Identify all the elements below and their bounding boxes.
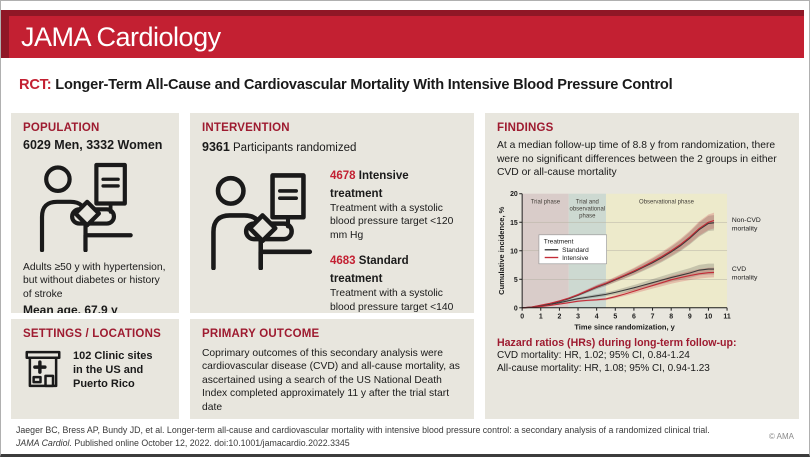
svg-text:20: 20 — [510, 191, 518, 198]
settings-text: 102 Clinic sites in the US and Puerto Ri… — [73, 350, 153, 390]
svg-text:Standard: Standard — [562, 247, 589, 254]
findings-summary: At a median follow-up time of 8.8 y from… — [497, 140, 777, 179]
svg-text:0: 0 — [520, 313, 524, 320]
svg-text:10: 10 — [510, 248, 518, 255]
journal-title: JAMA Cardiology — [21, 21, 221, 52]
svg-text:3: 3 — [576, 313, 580, 320]
publication-info: Published online October 12, 2022. doi:1… — [71, 437, 350, 448]
svg-text:2: 2 — [557, 313, 561, 320]
copyright-notice: © AMA — [768, 432, 794, 442]
settings-panel: SETTINGS / LOCATIONS 102 Clinic sites in… — [11, 319, 179, 419]
settings-header: SETTINGS / LOCATIONS — [23, 328, 161, 340]
svg-text:Treatment: Treatment — [544, 238, 574, 245]
hazard-ratio-all-cause: All-cause mortality: HR, 1.08; 95% CI, 0… — [497, 363, 710, 375]
svg-text:CVD: CVD — [732, 266, 746, 273]
svg-text:Trial phase: Trial phase — [531, 199, 561, 205]
panel-grid: POPULATION 6029 Men, 3332 Women Adults ≥… — [11, 113, 799, 419]
randomized-label: Participants randomized — [229, 142, 357, 154]
findings-header: FINDINGS — [497, 122, 554, 134]
primary-outcome-header: PRIMARY OUTCOME — [202, 328, 320, 340]
study-type-tag: RCT: — [19, 77, 52, 93]
intervention-panel: INTERVENTION 9361 Participants randomize… — [190, 113, 474, 313]
footer: Jaeger BC, Bress AP, Bundy JD, et al. Lo… — [16, 424, 794, 449]
svg-text:Cumulative incidence, %: Cumulative incidence, % — [497, 206, 506, 294]
svg-text:0: 0 — [514, 305, 518, 312]
citation: Jaeger BC, Bress AP, Bundy JD, et al. Lo… — [16, 424, 759, 449]
svg-text:Intensive: Intensive — [562, 255, 589, 262]
standard-n: 4683 — [330, 255, 356, 268]
clinic-building-icon — [23, 348, 63, 395]
population-description: Adults ≥50 y with hypertension, but with… — [23, 262, 166, 300]
intensive-n: 4678 — [330, 170, 356, 182]
svg-text:Non-CVD: Non-CVD — [732, 217, 761, 224]
svg-text:5: 5 — [514, 277, 518, 284]
journal-name: JAMA Cardiol. — [16, 437, 72, 448]
svg-text:5: 5 — [613, 313, 617, 320]
svg-text:7: 7 — [651, 313, 655, 320]
article-title-text: Longer-Term All-Cause and Cardiovascular… — [51, 77, 673, 93]
article-title: RCT: Longer-Term All-Cause and Cardiovas… — [19, 77, 797, 93]
randomized-count: 9361 — [202, 140, 230, 154]
population-header: POPULATION — [23, 122, 100, 134]
intensive-detail: Treatment with a systolic blood pressure… — [330, 203, 454, 241]
findings-chart: Trial phase Trial and observational phase Ob… — [497, 186, 787, 333]
population-counts: 6029 Men, 3332 Women — [23, 138, 163, 152]
primary-outcome-panel: PRIMARY OUTCOME Coprimary outcomes of th… — [190, 319, 474, 419]
population-panel: POPULATION 6029 Men, 3332 Women Adults ≥… — [11, 113, 179, 313]
svg-text:Trial and: Trial and — [576, 199, 599, 205]
patient-blood-pressure-icon — [31, 160, 167, 257]
hazard-ratio-title: Hazard ratios (HRs) during long-term fol… — [497, 336, 737, 349]
intensive-name: Intensive treatment — [330, 170, 409, 200]
hazard-ratio-cvd: CVD mortality: HR, 1.02; 95% CI, 0.84-1.… — [497, 349, 690, 361]
svg-text:6: 6 — [632, 313, 636, 320]
patient-blood-pressure-icon — [202, 166, 330, 313]
svg-text:9: 9 — [688, 313, 692, 320]
intervention-groups: 4678 Intensive treatment Treatment with … — [330, 166, 462, 313]
svg-text:8: 8 — [669, 313, 673, 320]
citation-line: Jaeger BC, Bress AP, Bundy JD, et al. Lo… — [16, 425, 710, 436]
svg-text:observational: observational — [570, 206, 606, 212]
standard-detail: Treatment with a systolic blood pressure… — [330, 288, 454, 313]
svg-text:15: 15 — [510, 219, 518, 226]
svg-text:4: 4 — [595, 313, 599, 320]
svg-text:mortality: mortality — [732, 225, 758, 232]
svg-text:10: 10 — [705, 313, 713, 320]
svg-text:phase: phase — [579, 213, 596, 219]
standard-group: 4683 Standard treatment Treatment with a… — [330, 251, 462, 313]
svg-text:11: 11 — [723, 313, 730, 320]
primary-outcome-text: Coprimary outcomes of this secondary ana… — [202, 348, 460, 413]
svg-text:Time since randomization, y: Time since randomization, y — [574, 322, 675, 331]
standard-name: Standard treatment — [330, 255, 409, 286]
population-mean-age: Mean age, 67.9 y — [23, 303, 118, 313]
journal-banner: JAMA Cardiology — [1, 10, 804, 58]
intervention-header: INTERVENTION — [202, 122, 290, 134]
intensive-group: 4678 Intensive treatment Treatment with … — [330, 166, 462, 242]
svg-text:1: 1 — [539, 313, 543, 320]
svg-text:mortality: mortality — [732, 274, 758, 281]
findings-panel: FINDINGS At a median follow-up time of 8… — [485, 113, 799, 419]
svg-text:Observational phase: Observational phase — [639, 199, 695, 205]
